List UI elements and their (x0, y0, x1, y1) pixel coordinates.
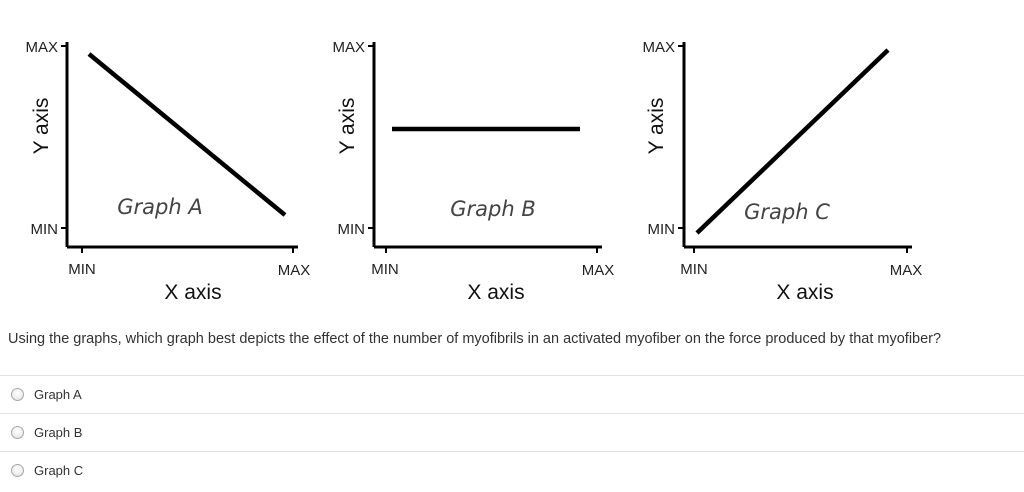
y-axis-title: Y axis (336, 98, 359, 155)
option-graph-c[interactable]: Graph C (0, 451, 1024, 489)
y-max-label: MAX (642, 39, 675, 56)
radio-button[interactable] (11, 426, 24, 439)
x-max-label: MAX (582, 262, 615, 279)
data-line-decreasing (87, 52, 287, 217)
x-axis-title: X axis (467, 281, 524, 304)
radio-button[interactable] (11, 388, 24, 401)
option-graph-b[interactable]: Graph B (0, 413, 1024, 451)
y-max-label: MAX (25, 39, 58, 56)
radio-button[interactable] (11, 464, 24, 477)
x-max-label: MAX (890, 262, 923, 279)
x-max-label: MAX (278, 262, 311, 279)
y-min-label: MIN (648, 221, 676, 238)
graph-title: Graph A (117, 195, 202, 219)
y-min-label: MIN (31, 221, 59, 238)
graph-title: Graph C (744, 200, 830, 224)
graph-a: MAX MIN MIN MAX X axis Y axis Graph A (25, 39, 310, 304)
graph-c: MAX MIN MIN MAX X axis Y axis Graph C (642, 39, 922, 304)
question-text: Using the graphs, which graph best depic… (8, 331, 942, 347)
data-line-increasing (695, 48, 890, 235)
x-min-label: MIN (68, 261, 96, 278)
option-label: Graph C (34, 463, 84, 478)
graph-b: MAX MIN MIN MAX X axis Y axis Graph B (332, 39, 614, 304)
x-axis-title: X axis (776, 281, 833, 304)
graphs-figure: MAX MIN MIN MAX X axis Y axis Graph A MA… (25, 39, 922, 304)
option-graph-a[interactable]: Graph A (0, 375, 1024, 413)
graph-title: Graph B (450, 197, 536, 221)
y-max-label: MAX (332, 39, 365, 56)
option-label: Graph B (34, 425, 83, 440)
x-min-label: MIN (680, 261, 708, 278)
x-min-label: MIN (371, 261, 399, 278)
y-axis-title: Y axis (645, 98, 668, 155)
option-label: Graph A (34, 387, 82, 402)
y-axis-title: Y axis (30, 98, 53, 155)
x-axis-title: X axis (164, 281, 221, 304)
answer-options: Graph A Graph B Graph C (0, 375, 1024, 489)
y-min-label: MIN (338, 221, 366, 238)
